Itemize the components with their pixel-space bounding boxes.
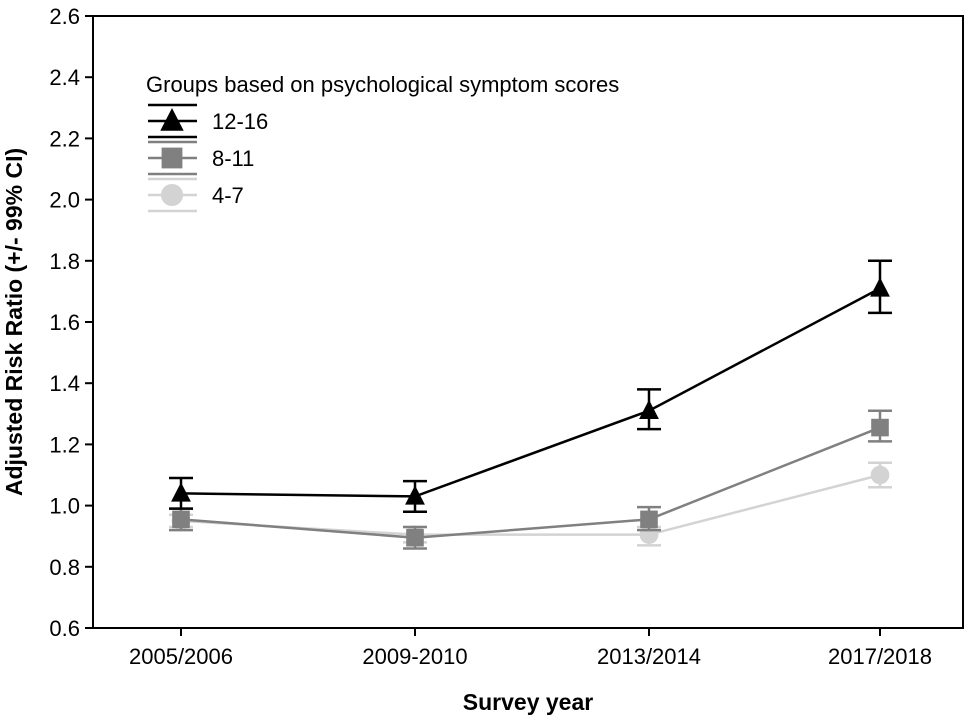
series-12-16 — [169, 259, 892, 513]
x-axis-title: Survey year — [463, 689, 593, 715]
data-point — [171, 482, 191, 502]
series-line — [180, 473, 881, 536]
y-tick-label: 2.6 — [49, 4, 80, 29]
data-point — [639, 399, 659, 419]
y-tick-label: 2.4 — [49, 65, 80, 90]
x-tick-label: 2013/2014 — [597, 644, 701, 669]
y-axis-title: Adjusted Risk Ratio (+/- 99% CI) — [1, 148, 27, 496]
series-layer — [169, 259, 892, 550]
y-tick-label: 2.0 — [49, 188, 80, 213]
y-tick-label: 2.2 — [49, 126, 80, 151]
data-point — [870, 465, 890, 485]
series-4-7 — [169, 461, 892, 547]
data-point — [870, 277, 890, 297]
legend-items: 12-16 8-11 4-7 — [148, 103, 268, 213]
data-point — [406, 528, 424, 547]
legend-item-8-11: 8-11 — [148, 140, 254, 176]
series-line — [180, 287, 881, 498]
series-8-11 — [169, 409, 892, 550]
legend-marker — [161, 147, 183, 169]
y-tick-label: 1.6 — [49, 310, 80, 335]
data-point — [172, 510, 190, 529]
x-tick-label: 2017/2018 — [828, 644, 932, 669]
legend-item-4-7: 4-7 — [148, 177, 244, 213]
legend: Groups based on psychological symptom sc… — [146, 72, 619, 213]
series-line — [180, 426, 881, 539]
x-axis: 2005/2006 2009-2010 2013/2014 2017/2018 — [129, 628, 932, 669]
y-axis: 0.6 0.8 1.0 1.2 1.4 1.6 1.8 2.0 2.2 2.4 2.6 — [49, 4, 93, 641]
legend-label: 4-7 — [212, 183, 244, 208]
y-tick-label: 0.6 — [49, 616, 80, 641]
y-tick-label: 1.8 — [49, 249, 80, 274]
legend-title: Groups based on psychological symptom sc… — [146, 72, 619, 97]
data-point — [405, 485, 425, 505]
y-tick-label: 1.0 — [49, 494, 80, 519]
legend-marker — [160, 108, 184, 131]
plot-frame — [92, 15, 964, 629]
x-tick-label: 2009-2010 — [362, 644, 467, 669]
legend-label: 8-11 — [212, 146, 254, 171]
data-point — [640, 510, 658, 529]
y-tick-label: 1.4 — [49, 371, 80, 396]
legend-item-12-16: 12-16 — [148, 103, 268, 139]
y-tick-label: 1.2 — [49, 432, 80, 457]
legend-label: 12-16 — [212, 109, 268, 134]
y-tick-label: 0.8 — [49, 555, 80, 580]
legend-marker — [160, 183, 184, 207]
x-tick-label: 2005/2006 — [129, 644, 233, 669]
data-point — [871, 418, 889, 437]
